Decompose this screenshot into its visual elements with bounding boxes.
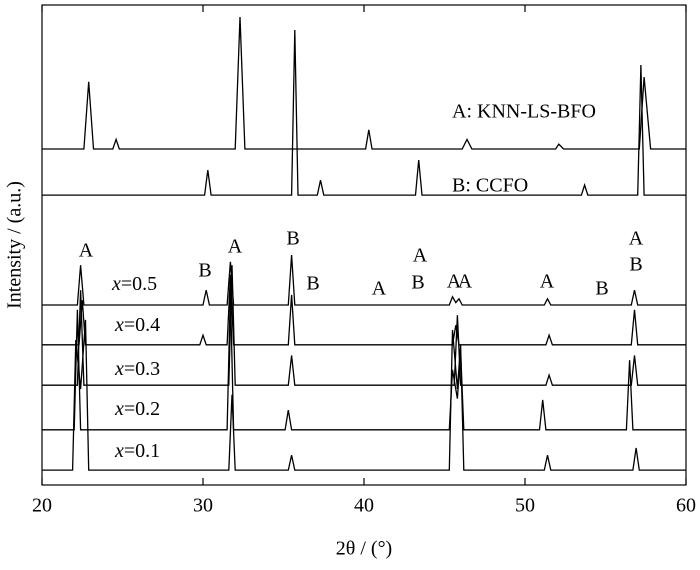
pattern-line — [42, 16, 686, 150]
pattern-line — [42, 319, 686, 471]
x-tick-label: 40 — [354, 495, 374, 517]
annotation: x=0.4 — [114, 314, 160, 336]
pattern-line — [42, 274, 686, 346]
annotation: A — [79, 240, 94, 262]
annotation: x=0.5 — [111, 273, 157, 295]
y-axis-label: Intensity / (a.u.) — [4, 181, 26, 309]
pattern-line — [42, 265, 686, 386]
annotation: A — [372, 278, 387, 300]
annotation: A — [629, 228, 644, 250]
annotation: B — [411, 272, 424, 294]
pattern-line — [42, 29, 686, 196]
annotation: A — [458, 271, 473, 293]
annotation: A — [540, 271, 555, 293]
x-tick-label: 20 — [32, 495, 52, 517]
annotation: B — [306, 273, 319, 295]
annotation: x=0.1 — [114, 440, 160, 462]
x-tick-label: 30 — [193, 495, 213, 517]
annotation: B — [595, 278, 608, 300]
annotation: A — [447, 271, 462, 293]
annotation: B — [198, 260, 211, 282]
x-axis-label: 2θ / (°) — [336, 538, 392, 560]
annotation: B — [286, 228, 299, 250]
annotation: A: KNN-LS-BFO — [452, 101, 596, 123]
annotation: B — [629, 254, 642, 276]
annotation: B: CCFO — [452, 175, 528, 197]
pattern-line — [42, 255, 686, 306]
x-tick-label: 60 — [676, 495, 696, 517]
annotation: x=0.2 — [114, 398, 160, 420]
annotation: x=0.3 — [114, 358, 160, 380]
annotation: A — [228, 236, 243, 258]
x-tick-label: 50 — [515, 495, 535, 517]
annotation: A — [413, 245, 428, 267]
